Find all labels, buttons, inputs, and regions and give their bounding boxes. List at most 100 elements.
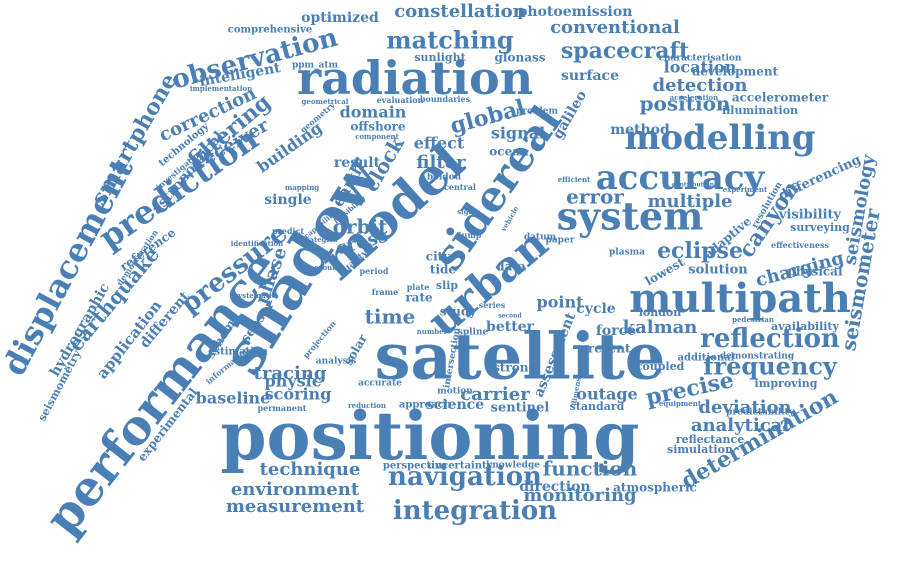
cloud-word-simulation: simulation (667, 443, 733, 456)
cloud-word-component: component (355, 132, 400, 141)
cloud-word-integration: integration (393, 496, 557, 526)
cloud-word-technique: technique (260, 459, 361, 480)
cloud-word-sentinel: sentinel (491, 401, 550, 416)
cloud-word-error: error (566, 185, 624, 209)
cloud-word-sunlight: sunlight (414, 51, 466, 64)
cloud-word-mapping: mapping (285, 183, 319, 192)
cloud-word-location: location (664, 58, 737, 77)
cloud-word-frame: frame (372, 287, 398, 297)
cloud-word-plasma: plasma (609, 248, 645, 258)
cloud-word-pedestrian: pedestrian (732, 315, 774, 324)
cloud-word-improving: improving (755, 377, 818, 390)
cloud-word-analysis: analysis (316, 357, 356, 367)
cloud-word-paper: paper (546, 236, 575, 246)
cloud-word-accuracy: accuracy (596, 158, 766, 198)
cloud-word-approach: approach (399, 400, 452, 411)
cloud-word-glonass: glonass (495, 51, 546, 65)
cloud-word-period: period (360, 266, 389, 276)
cloud-word-outage: outage (576, 385, 637, 404)
cloud-word-slip: slip (436, 279, 459, 292)
cloud-word-characterisation: characterisation (659, 54, 742, 64)
cloud-word-point: point (537, 293, 585, 312)
cloud-word-photoemission: photoemission (518, 4, 633, 20)
cloud-word-city: city (426, 250, 451, 264)
cloud-word-science: science (426, 397, 484, 413)
cloud-word-jump: jump (458, 230, 482, 240)
cloud-word-london: london (639, 306, 682, 319)
cloud-word-carrier: carrier (460, 384, 530, 405)
cloud-word-plate: plate (407, 282, 430, 292)
cloud-word-geometrical: geometrical (302, 97, 349, 106)
cloud-word-present: present (579, 342, 630, 356)
cloud-word-domain: domain (340, 103, 407, 122)
cloud-word-sight: sight (457, 207, 478, 216)
cloud-word-satellite: satellite (375, 320, 666, 395)
cloud-word-cycle: cycle (576, 301, 616, 317)
cloud-word-permanent: permanent (258, 403, 307, 413)
cloud-word-systematic: systematic (234, 291, 276, 300)
cloud-word-detection: detection (652, 75, 747, 96)
cloud-word-equipment: equipment (659, 399, 702, 408)
cloud-word-illumination: illumination (722, 104, 798, 117)
cloud-word-effect: effect (414, 134, 465, 153)
cloud-word-deviation: deviation (698, 397, 791, 418)
cloud-word-radiation: radiation (297, 51, 533, 105)
cloud-word-standard: standard (570, 400, 625, 413)
cloud-word-offshore: offshore (350, 120, 406, 134)
cloud-word-predict: predict (272, 226, 304, 236)
cloud-word-analytical: analytical (691, 415, 789, 436)
cloud-word-study: study (440, 305, 477, 319)
cloud-word-monitoring: monitoring (523, 485, 637, 506)
cloud-word-matching: matching (386, 26, 514, 55)
cloud-word-accurate: accurate (358, 379, 402, 389)
cloud-word-accelerometer: accelerometer (732, 91, 829, 105)
cloud-word-problem: problem (516, 107, 558, 117)
cloud-word-better: better (486, 319, 535, 335)
cloud-word-position: position (640, 92, 731, 116)
cloud-word-implementation: implementation (190, 84, 252, 93)
cloud-word-force: force (596, 323, 636, 339)
cloud-word-multipath: multipath (629, 275, 851, 322)
cloud-word-perspective: perspective (383, 461, 447, 472)
cloud-word-signal: signal (491, 124, 545, 143)
cloud-word-additional: additional (678, 353, 735, 364)
cloud-word-kalman: kalman (623, 317, 698, 338)
cloud-word-coupled: coupled (636, 360, 685, 373)
cloud-word-strong: strong (493, 361, 537, 375)
cloud-word-method: method (610, 122, 670, 138)
cloud-word-data: data (496, 260, 526, 274)
cloud-word-datum: datum (524, 233, 557, 243)
cloud-word-result: result (334, 155, 381, 171)
cloud-word-development: development (692, 65, 779, 79)
cloud-word-ocean: ocean (489, 145, 529, 159)
cloud-word-identification: identification (231, 239, 284, 248)
cloud-word-experiment: experiment (723, 185, 768, 194)
cloud-word-reflection: reflection (700, 324, 840, 354)
cloud-word-physical: physical (787, 265, 842, 279)
cloud-word-scoring: scoring (265, 385, 332, 404)
cloud-word-effectiveness: effectiveness (771, 240, 830, 250)
cloud-word-central: central (444, 182, 476, 192)
cloud-word-physic: physic (265, 372, 322, 391)
cloud-word-system: system (557, 194, 704, 239)
cloud-word-predictability: predictability (726, 408, 795, 418)
cloud-word-spacecraft: spacecraft (561, 38, 690, 64)
cloud-word-evaluation: evaluation (377, 95, 424, 105)
cloud-word-estimation: estimation (208, 347, 269, 358)
cloud-word-eclipse: eclipse (657, 238, 743, 264)
cloud-word-acceleration: acceleration (670, 93, 719, 102)
cloud-word-efficient: efficient (558, 175, 591, 184)
cloud-word-spline: spline (458, 328, 489, 338)
cloud-word-function: function (543, 457, 638, 481)
cloud-word-tide: tide (430, 263, 456, 277)
cloud-word-orbit: orbit (333, 215, 388, 239)
cloud-word-comprehensive: comprehensive (228, 25, 312, 36)
cloud-word-uncertainty: uncertainty (428, 461, 494, 472)
cloud-word-series: series (479, 300, 506, 310)
cloud-word-reflectance: reflectance (676, 433, 744, 446)
cloud-word-positioning: positioning (220, 397, 639, 475)
cloud-word-visibility: visibility (778, 208, 842, 223)
cloud-word-contribution: contribution (672, 182, 715, 189)
